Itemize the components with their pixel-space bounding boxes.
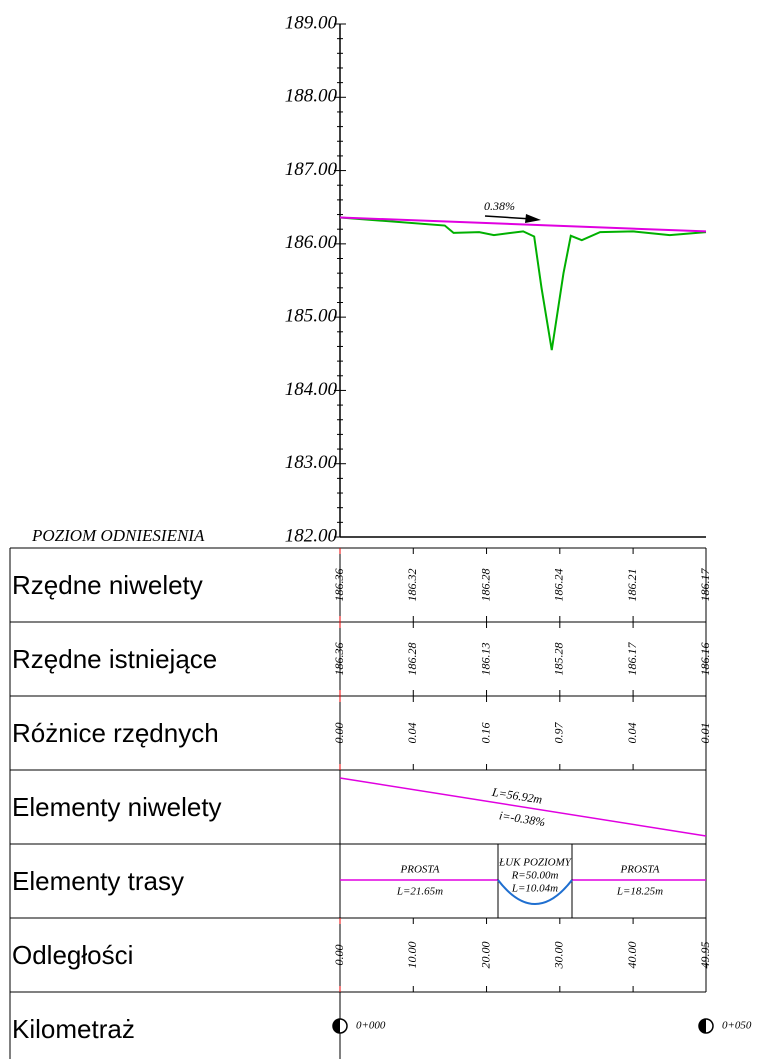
reference-label: POZIOM ODNIESIENIA	[31, 526, 205, 545]
cell-value: 0.00	[332, 945, 346, 966]
arrow-head	[525, 214, 541, 223]
curve-arc	[497, 879, 573, 905]
cell-value: 0.01	[698, 723, 712, 744]
cell-value: 20.00	[478, 942, 492, 969]
y-tick-label: 187.00	[285, 159, 338, 180]
element-name: PROSTA	[620, 864, 660, 876]
chainage-label: 0+000	[356, 1020, 386, 1032]
row-label: Odległości	[12, 940, 133, 970]
cell-value: 186.32	[405, 569, 419, 602]
chainage-marker-fill	[699, 1019, 706, 1033]
cell-value: 186.13	[478, 643, 492, 676]
grade-slope: i=-0.38%	[498, 808, 546, 829]
cell-value: 186.36	[332, 643, 346, 676]
design-line	[339, 216, 707, 233]
y-tick-label: 183.00	[285, 452, 338, 473]
slope-arrow	[484, 215, 533, 220]
cell-value: 186.17	[698, 568, 712, 602]
row-label: Rzędne niwelety	[12, 570, 203, 600]
chainage-label: 0+050	[722, 1020, 752, 1032]
element-name: PROSTA	[400, 864, 440, 876]
row-label: Elementy niwelety	[12, 792, 222, 822]
cell-value: 186.24	[552, 569, 566, 602]
y-tick-label: 185.00	[285, 306, 338, 327]
element-length: L=21.65m	[396, 886, 443, 898]
ground-line	[339, 216, 707, 351]
row-label: Różnice rzędnych	[12, 718, 219, 748]
y-tick-label: 182.00	[285, 525, 338, 546]
y-tick-label: 188.00	[285, 86, 338, 107]
cell-value: 0.16	[478, 723, 492, 744]
element-length: L=10.04m	[511, 883, 558, 895]
cell-value: 30.00	[552, 942, 566, 970]
grade-element	[339, 777, 707, 837]
cell-value: 186.16	[698, 643, 712, 676]
cell-value: 0.04	[405, 723, 419, 744]
chainage-marker-fill	[333, 1019, 340, 1033]
cell-value: 186.28	[405, 643, 419, 676]
element-name: ŁUK POZIOMY	[498, 857, 573, 869]
y-tick-label: 184.00	[285, 379, 338, 400]
element-radius: R=50.00m	[511, 870, 559, 882]
cell-value: 186.17	[625, 642, 639, 676]
element-length: L=18.25m	[616, 886, 663, 898]
y-tick-label: 189.00	[285, 12, 338, 33]
row-label: Kilometraż	[12, 1014, 135, 1044]
cell-value: 186.28	[478, 569, 492, 602]
cell-value: 186.21	[625, 569, 639, 602]
cell-value: 185.28	[552, 643, 566, 676]
cell-value: 0.04	[625, 723, 639, 744]
cell-value: 186.36	[332, 569, 346, 602]
cell-value: 49.95	[698, 942, 712, 969]
cell-value: 0.97	[552, 722, 566, 744]
cell-value: 0.00	[332, 723, 346, 744]
cell-value: 10.00	[405, 942, 419, 969]
slope-label: 0.38%	[484, 199, 515, 213]
row-label: Rzędne istniejące	[12, 644, 217, 674]
row-label: Elementy trasy	[12, 866, 184, 896]
y-tick-label: 186.00	[285, 232, 338, 253]
cell-value: 40.00	[625, 942, 639, 969]
